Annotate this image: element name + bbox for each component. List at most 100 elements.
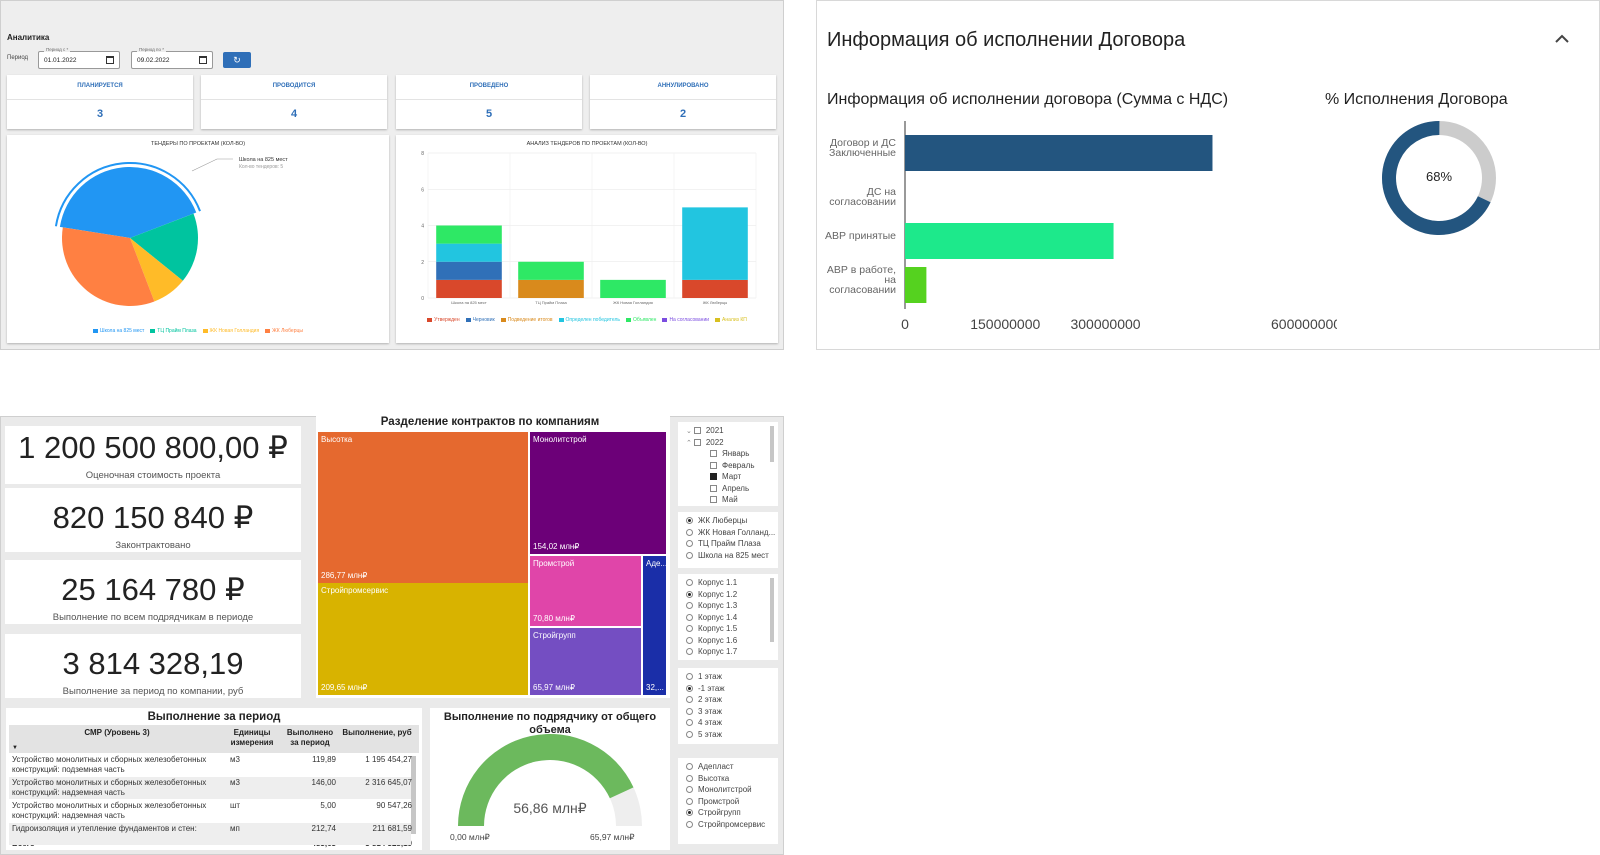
date-from-field[interactable]: Период с * 01.01.2022 [38, 47, 120, 69]
radio-button[interactable] [686, 590, 693, 598]
radio-button[interactable] [686, 517, 693, 524]
kpi-caption: Законтрактовано [115, 540, 191, 551]
radio-button[interactable] [686, 684, 693, 692]
company-slicer[interactable]: Адепласт Высотка Монолитстрой Промстрой Стро… [678, 758, 778, 844]
calendar-icon[interactable] [106, 56, 114, 64]
slicer-item[interactable]: 1 этаж [686, 672, 722, 681]
slicer-item[interactable]: Корпус 1.6 [686, 636, 737, 645]
project-slicer[interactable]: ЖК Люберцы ЖК Новая Голланд... ТЦ Прайм Пл… [678, 512, 778, 568]
checkbox[interactable] [693, 427, 701, 434]
slicer-item[interactable]: Корпус 1.1 [686, 578, 737, 587]
slicer-item[interactable]: Май [710, 495, 738, 504]
refresh-button[interactable]: ↻ [223, 52, 251, 68]
slicer-item[interactable]: ЖК Новая Голланд... [686, 528, 775, 537]
radio-button[interactable] [686, 648, 693, 655]
slicer-item[interactable]: -1 этаж [686, 684, 725, 693]
treemap-tile[interactable]: Стройпромсервис 209,65 млн₽ [318, 583, 528, 695]
chevron-up-icon[interactable] [1555, 31, 1569, 49]
radio-button[interactable] [686, 707, 693, 715]
stacked-bar-chart[interactable]: 0 2 4 6 8 Школа на 825 мест ТЦ Прайм Плаза ЖК Н… [396, 135, 778, 343]
slicer-item[interactable]: ⌃ 2022 [686, 438, 724, 447]
radio-button[interactable] [686, 730, 693, 738]
radio-button[interactable] [686, 625, 693, 632]
checkbox[interactable] [710, 496, 717, 503]
slicer-item[interactable]: Стройпромсервис [686, 820, 765, 829]
slicer-scrollbar[interactable] [770, 426, 774, 462]
radio-button[interactable] [686, 786, 693, 793]
cell-rub: 90 547,26 [376, 801, 412, 810]
radio-button[interactable] [686, 696, 693, 703]
column-header-smr[interactable]: СМР (Уровень 3) [84, 728, 150, 737]
slicer-item[interactable]: Стройгрупп [686, 808, 741, 817]
checkbox[interactable] [710, 473, 717, 480]
slicer-item[interactable]: ЖК Люберцы [686, 516, 747, 525]
checkbox[interactable] [710, 461, 717, 469]
radio-button[interactable] [686, 551, 693, 559]
calendar-icon[interactable] [199, 56, 207, 64]
slicer-item[interactable]: Март [710, 472, 741, 481]
slicer-item[interactable]: ⌄ 2021 [686, 426, 724, 435]
pie-slice [59, 166, 197, 238]
slicer-item[interactable]: Промстрой [686, 797, 739, 806]
slicer-item[interactable]: Корпус 1.7 [686, 647, 737, 656]
slicer-item[interactable]: 2 этаж [686, 695, 722, 704]
slicer-item[interactable]: Корпус 1.5 [686, 624, 737, 633]
date-to-field[interactable]: Период по * 09.02.2022 [131, 47, 213, 69]
expand-icon[interactable]: ⌃ [686, 439, 694, 447]
radio-button[interactable] [686, 540, 693, 547]
slicer-item-label: 2022 [705, 437, 724, 447]
radio-button[interactable] [686, 797, 693, 805]
slicer-item[interactable]: Январь [710, 449, 749, 458]
slicer-item[interactable]: Школа на 825 мест [686, 551, 769, 560]
radio-button[interactable] [686, 636, 693, 644]
slicer-item[interactable]: 3 этаж [686, 707, 722, 716]
radio-button[interactable] [686, 774, 693, 782]
pie-chart[interactable] [7, 135, 389, 343]
floor-slicer[interactable]: 1 этаж -1 этаж 2 этаж 3 этаж 4 этаж 5 этаж [678, 668, 778, 744]
slicer-item[interactable]: Монолитстрой [686, 785, 752, 794]
slicer-item[interactable]: Корпус 1.4 [686, 613, 737, 622]
building-slicer[interactable]: Корпус 1.1 Корпус 1.2 Корпус 1.3 Корпус 1.4… [678, 574, 778, 660]
column-header-rub[interactable]: Выполнение, руб [342, 728, 412, 737]
radio-button[interactable] [686, 820, 693, 828]
slicer-item[interactable]: Корпус 1.2 [686, 590, 737, 599]
column-header-done[interactable]: Выполнено за период [286, 728, 334, 747]
treemap-tile[interactable]: Монолитстрой 154,02 млн₽ [530, 432, 666, 554]
sort-desc-icon[interactable]: ▼ [12, 745, 18, 751]
date-slicer[interactable]: ⌄ 2021 ⌃ 2022 Январь Февраль Март Апрель Май [678, 422, 778, 506]
treemap-tile[interactable]: Промстрой 70,80 млн₽ [530, 556, 641, 626]
checkbox[interactable] [710, 450, 717, 457]
slicer-item[interactable]: 5 этаж [686, 730, 722, 739]
radio-button[interactable] [686, 719, 693, 726]
slicer-scrollbar[interactable] [770, 578, 774, 642]
stat-card-done: ПРОВЕДЕНО 5 [396, 75, 582, 129]
legend-swatch [558, 317, 564, 322]
slicer-item[interactable]: Апрель [710, 484, 749, 493]
treemap-tile[interactable]: Аде... 32,... [643, 556, 666, 695]
slicer-item[interactable]: Адепласт [686, 762, 734, 771]
slicer-item[interactable]: ТЦ Прайм Плаза [686, 539, 761, 548]
slicer-item[interactable]: Корпус 1.3 [686, 601, 737, 610]
radio-button[interactable] [686, 579, 693, 586]
gauge-chart[interactable] [430, 708, 670, 850]
expand-icon[interactable]: ⌄ [686, 428, 694, 435]
radio-button[interactable] [686, 602, 693, 609]
treemap-tile[interactable]: Высотка 286,77 млн₽ [318, 432, 528, 583]
radio-button[interactable] [686, 613, 693, 621]
slicer-item[interactable]: 4 этаж [686, 718, 722, 727]
treemap[interactable]: Высотка 286,77 млн₽ Стройпромсервис 209,65 … [318, 432, 666, 695]
radio-button[interactable] [686, 673, 693, 680]
table-scrollbar[interactable] [411, 756, 416, 834]
radio-button[interactable] [686, 763, 693, 770]
slicer-item-label: 2021 [705, 426, 724, 435]
slicer-item[interactable]: Февраль [710, 461, 755, 470]
checkbox[interactable] [693, 438, 701, 446]
radio-button[interactable] [686, 528, 693, 536]
slicer-item[interactable]: Высотка [686, 774, 729, 783]
contract-bar-chart[interactable]: 0 150000000 300000000 600000000 [817, 121, 1337, 346]
checkbox[interactable] [710, 484, 717, 492]
column-header-units[interactable]: Единицы измерения [230, 728, 274, 747]
contract-donut-chart[interactable] [1377, 116, 1501, 240]
radio-button[interactable] [686, 809, 693, 816]
treemap-tile[interactable]: Стройгрупп 65,97 млн₽ [530, 628, 641, 695]
